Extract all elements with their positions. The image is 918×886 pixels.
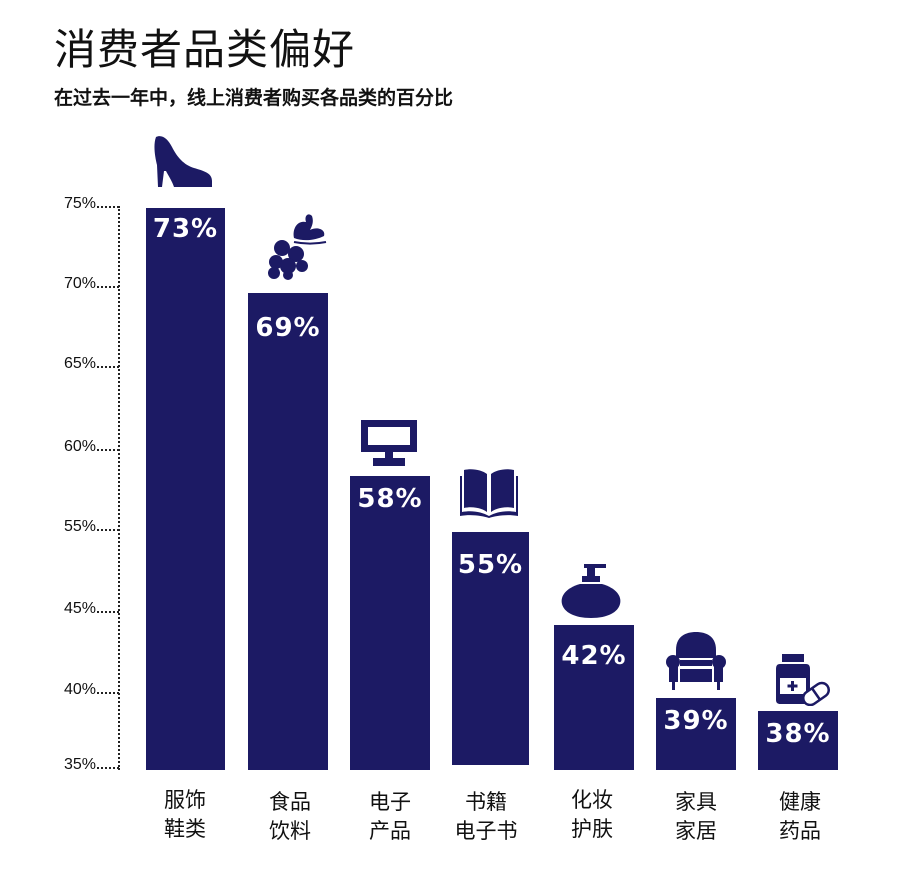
bar-apparel-footwear: 73%	[146, 208, 225, 770]
y-tick-mark	[97, 286, 119, 288]
category-label-line: 电子	[369, 790, 411, 814]
category-label-line: 鞋类	[164, 817, 206, 841]
bar-value-label: 55%	[457, 550, 524, 580]
chart-subtitle: 在过去一年中，线上消费者购买各品类的百分比	[54, 87, 454, 109]
bar-value-label: 39%	[663, 706, 729, 736]
category-label-furniture-home: 家具 家居	[646, 788, 746, 846]
category-label-health-medicine: 健康 药品	[750, 788, 850, 846]
bar-health-medicine: 38%	[758, 711, 838, 770]
category-label-line: 服饰	[164, 788, 206, 812]
y-tick-label: 40%	[63, 681, 96, 698]
category-label-food-beverage: 食品 饮料	[240, 788, 340, 846]
category-label-line: 家居	[675, 819, 717, 843]
bar-value-label: 38%	[765, 719, 831, 749]
y-tick-mark	[97, 529, 119, 531]
monitor-icon	[361, 420, 417, 466]
category-label-line: 健康	[779, 790, 821, 814]
category-label-apparel-footwear: 服饰 鞋类	[135, 786, 235, 844]
bar-value-label: 42%	[561, 641, 627, 671]
y-tick-mark	[97, 611, 119, 613]
open-book-icon	[460, 466, 518, 518]
bar-cosmetics-skincare: 42%	[554, 625, 634, 770]
bar-value-label: 58%	[357, 484, 423, 514]
category-label-line: 化妆	[571, 788, 613, 812]
y-tick-mark	[97, 206, 119, 208]
y-tick-label: 70%	[63, 275, 96, 292]
chart-title: 消费者品类偏好	[54, 25, 356, 74]
y-tick-label: 55%	[63, 518, 96, 535]
category-label-electronics: 电子 产品	[340, 788, 440, 846]
category-label-line: 书籍	[465, 790, 507, 814]
category-label-line: 药品	[779, 819, 821, 843]
armchair-icon	[666, 632, 726, 690]
y-tick-label: 60%	[63, 438, 96, 455]
bar-value-label: 73%	[152, 214, 219, 244]
category-label-cosmetics-skincare: 化妆 护肤	[542, 786, 642, 844]
bar-value-label: 69%	[255, 313, 321, 343]
y-tick-mark	[97, 366, 119, 368]
category-label-line: 家具	[675, 790, 717, 814]
category-label-line: 饮料	[269, 819, 311, 843]
y-tick-mark	[97, 449, 119, 451]
y-tick-mark	[97, 767, 119, 769]
category-label-line: 产品	[369, 819, 411, 843]
berries-icon	[264, 212, 330, 280]
y-tick-label: 65%	[63, 355, 96, 372]
lotion-pump-bottle-icon	[560, 564, 622, 618]
y-tick-label: 75%	[63, 195, 96, 212]
category-label-books-ebooks: 书籍 电子书	[436, 788, 536, 846]
y-tick-label: 35%	[63, 756, 96, 773]
y-tick-mark	[97, 692, 119, 694]
high-heel-shoe-icon	[152, 135, 214, 187]
y-tick-label: 45%	[63, 600, 96, 617]
bar-food-beverage: 69%	[248, 293, 328, 770]
y-axis-line	[118, 206, 120, 770]
category-label-line: 食品	[269, 790, 311, 814]
bar-electronics: 58%	[350, 476, 430, 770]
category-label-line: 电子书	[454, 819, 518, 843]
category-label-line: 护肤	[571, 817, 613, 841]
medicine-bottle-pill-icon	[776, 654, 830, 706]
bar-furniture-home: 39%	[656, 698, 736, 770]
bar-books-ebooks: 55%	[452, 532, 529, 765]
